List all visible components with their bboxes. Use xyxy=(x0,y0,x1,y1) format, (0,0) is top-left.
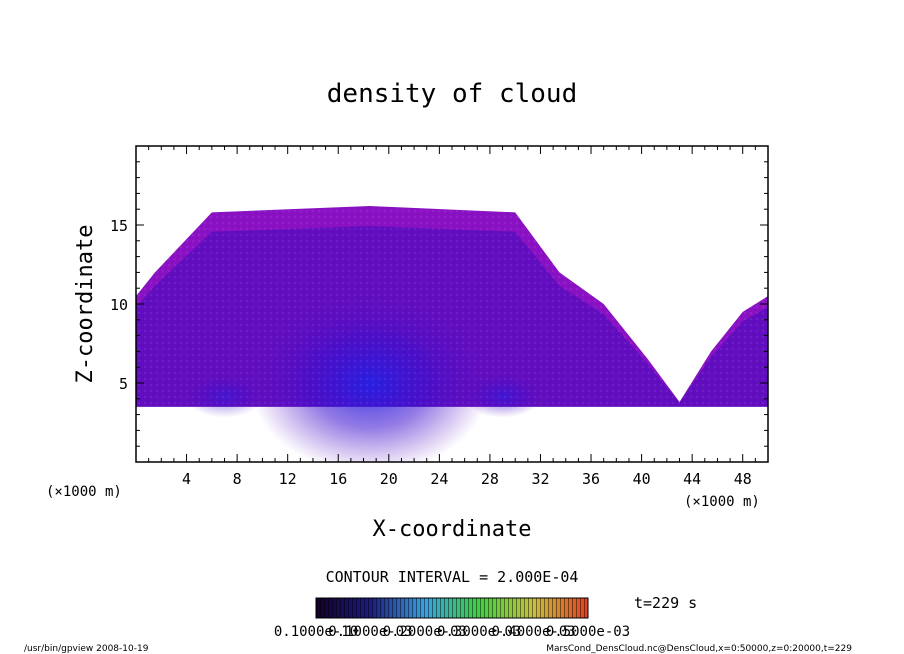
contour-interval-label: CONTOUR INTERVAL = 2.000E-04 xyxy=(326,568,579,586)
y-tick-label: 5 xyxy=(119,375,128,393)
footer-right: MarsCond_DensCloud.nc@DensCloud,x=0:5000… xyxy=(546,644,852,654)
x-tick-label: 40 xyxy=(633,470,651,488)
x-tick-label: 44 xyxy=(683,470,701,488)
colorbar-label: 0.3000e-03 xyxy=(437,624,521,640)
x-tick-label: 48 xyxy=(734,470,752,488)
x-tick-label: 32 xyxy=(531,470,549,488)
x-tick-label: 12 xyxy=(279,470,297,488)
colorbar-label: 0.1000e-10 xyxy=(274,624,358,640)
cloud-density-field xyxy=(136,206,768,462)
x-tick-label: 24 xyxy=(430,470,448,488)
x-unit-label-right: (×1000 m) xyxy=(684,494,760,510)
y-axis: 5 10 15 xyxy=(110,161,768,447)
x-tick-label: 28 xyxy=(481,470,499,488)
x-unit-label-left: (×1000 m) xyxy=(46,484,122,500)
y-tick-label: 15 xyxy=(110,217,128,235)
chart-title: density of cloud xyxy=(327,79,577,109)
x-axis-label: X-coordinate xyxy=(373,517,532,542)
x-tick-label: 8 xyxy=(233,470,242,488)
colorbar-label: 0.1000e-03 xyxy=(328,624,412,640)
cloud-texture xyxy=(136,206,768,407)
footer-left: /usr/bin/gpview 2008-10-19 xyxy=(24,644,149,654)
colorbar-labels: 0.1000e-100.1000e-030.2000e-030.3000e-03… xyxy=(274,624,630,640)
time-label: t=229 s xyxy=(634,594,697,612)
x-tick-label: 16 xyxy=(329,470,347,488)
y-tick-label: 10 xyxy=(110,296,128,314)
x-tick-label: 4 xyxy=(182,470,191,488)
x-axis: 4 8 12 16 20 24 28 32 36 40 44 48 xyxy=(148,146,756,488)
colorbar-label: 0.4000e-03 xyxy=(491,624,575,640)
colorbar-label: 0.2000e-03 xyxy=(383,624,467,640)
colorbar-label: 0.5000e-03 xyxy=(546,624,630,640)
x-tick-label: 36 xyxy=(582,470,600,488)
y-axis-label: Z-coordinate xyxy=(73,225,98,384)
colorbar-hatching xyxy=(316,598,588,618)
x-tick-label: 20 xyxy=(380,470,398,488)
